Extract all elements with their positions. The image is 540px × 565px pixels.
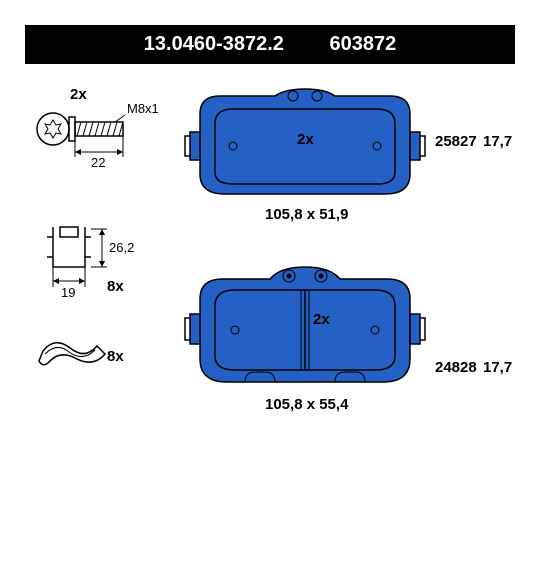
diagram-content: 2x M8x1 — [25, 64, 515, 504]
pad-bottom-dims: 105,8 x 55,4 — [265, 396, 349, 413]
bolt-thread-label: M8x1 — [127, 101, 159, 116]
clip-width-label: 19 — [61, 285, 75, 300]
clip-height-label: 26,2 — [109, 240, 134, 255]
pad-bottom-code: 24828 — [435, 359, 477, 376]
part-number: 13.0460-3872.2 — [144, 33, 284, 55]
bolt-group: 2x M8x1 — [37, 86, 159, 170]
pad-top: 2x 105,8 x 51,9 25827 17,7 — [185, 89, 512, 223]
clip-qty-label: 8x — [107, 278, 124, 295]
left-hardware: 2x M8x1 — [25, 64, 175, 484]
pad-bottom-thickness: 17,7 — [483, 359, 512, 376]
pad-bottom-qty: 2x — [313, 311, 330, 328]
header-bar: 13.0460-3872.2 603872 — [25, 25, 515, 64]
spring-qty-label: 8x — [107, 348, 124, 365]
clip-group: 26,2 19 8x — [47, 227, 134, 300]
bolt-length-label: 22 — [91, 155, 105, 170]
pads: 2x 105,8 x 51,9 25827 17,7 — [175, 64, 515, 484]
bolt-qty-label: 2x — [70, 86, 87, 103]
short-code: 603872 — [329, 33, 396, 55]
pad-top-dims: 105,8 x 51,9 — [265, 206, 348, 223]
spring-group: 8x — [39, 343, 124, 365]
pad-top-thickness: 17,7 — [483, 133, 512, 150]
pad-bottom: 2x 105,8 x 55,4 24828 17,7 — [185, 267, 512, 413]
pad-top-qty: 2x — [297, 131, 314, 148]
pad-top-code: 25827 — [435, 133, 477, 150]
